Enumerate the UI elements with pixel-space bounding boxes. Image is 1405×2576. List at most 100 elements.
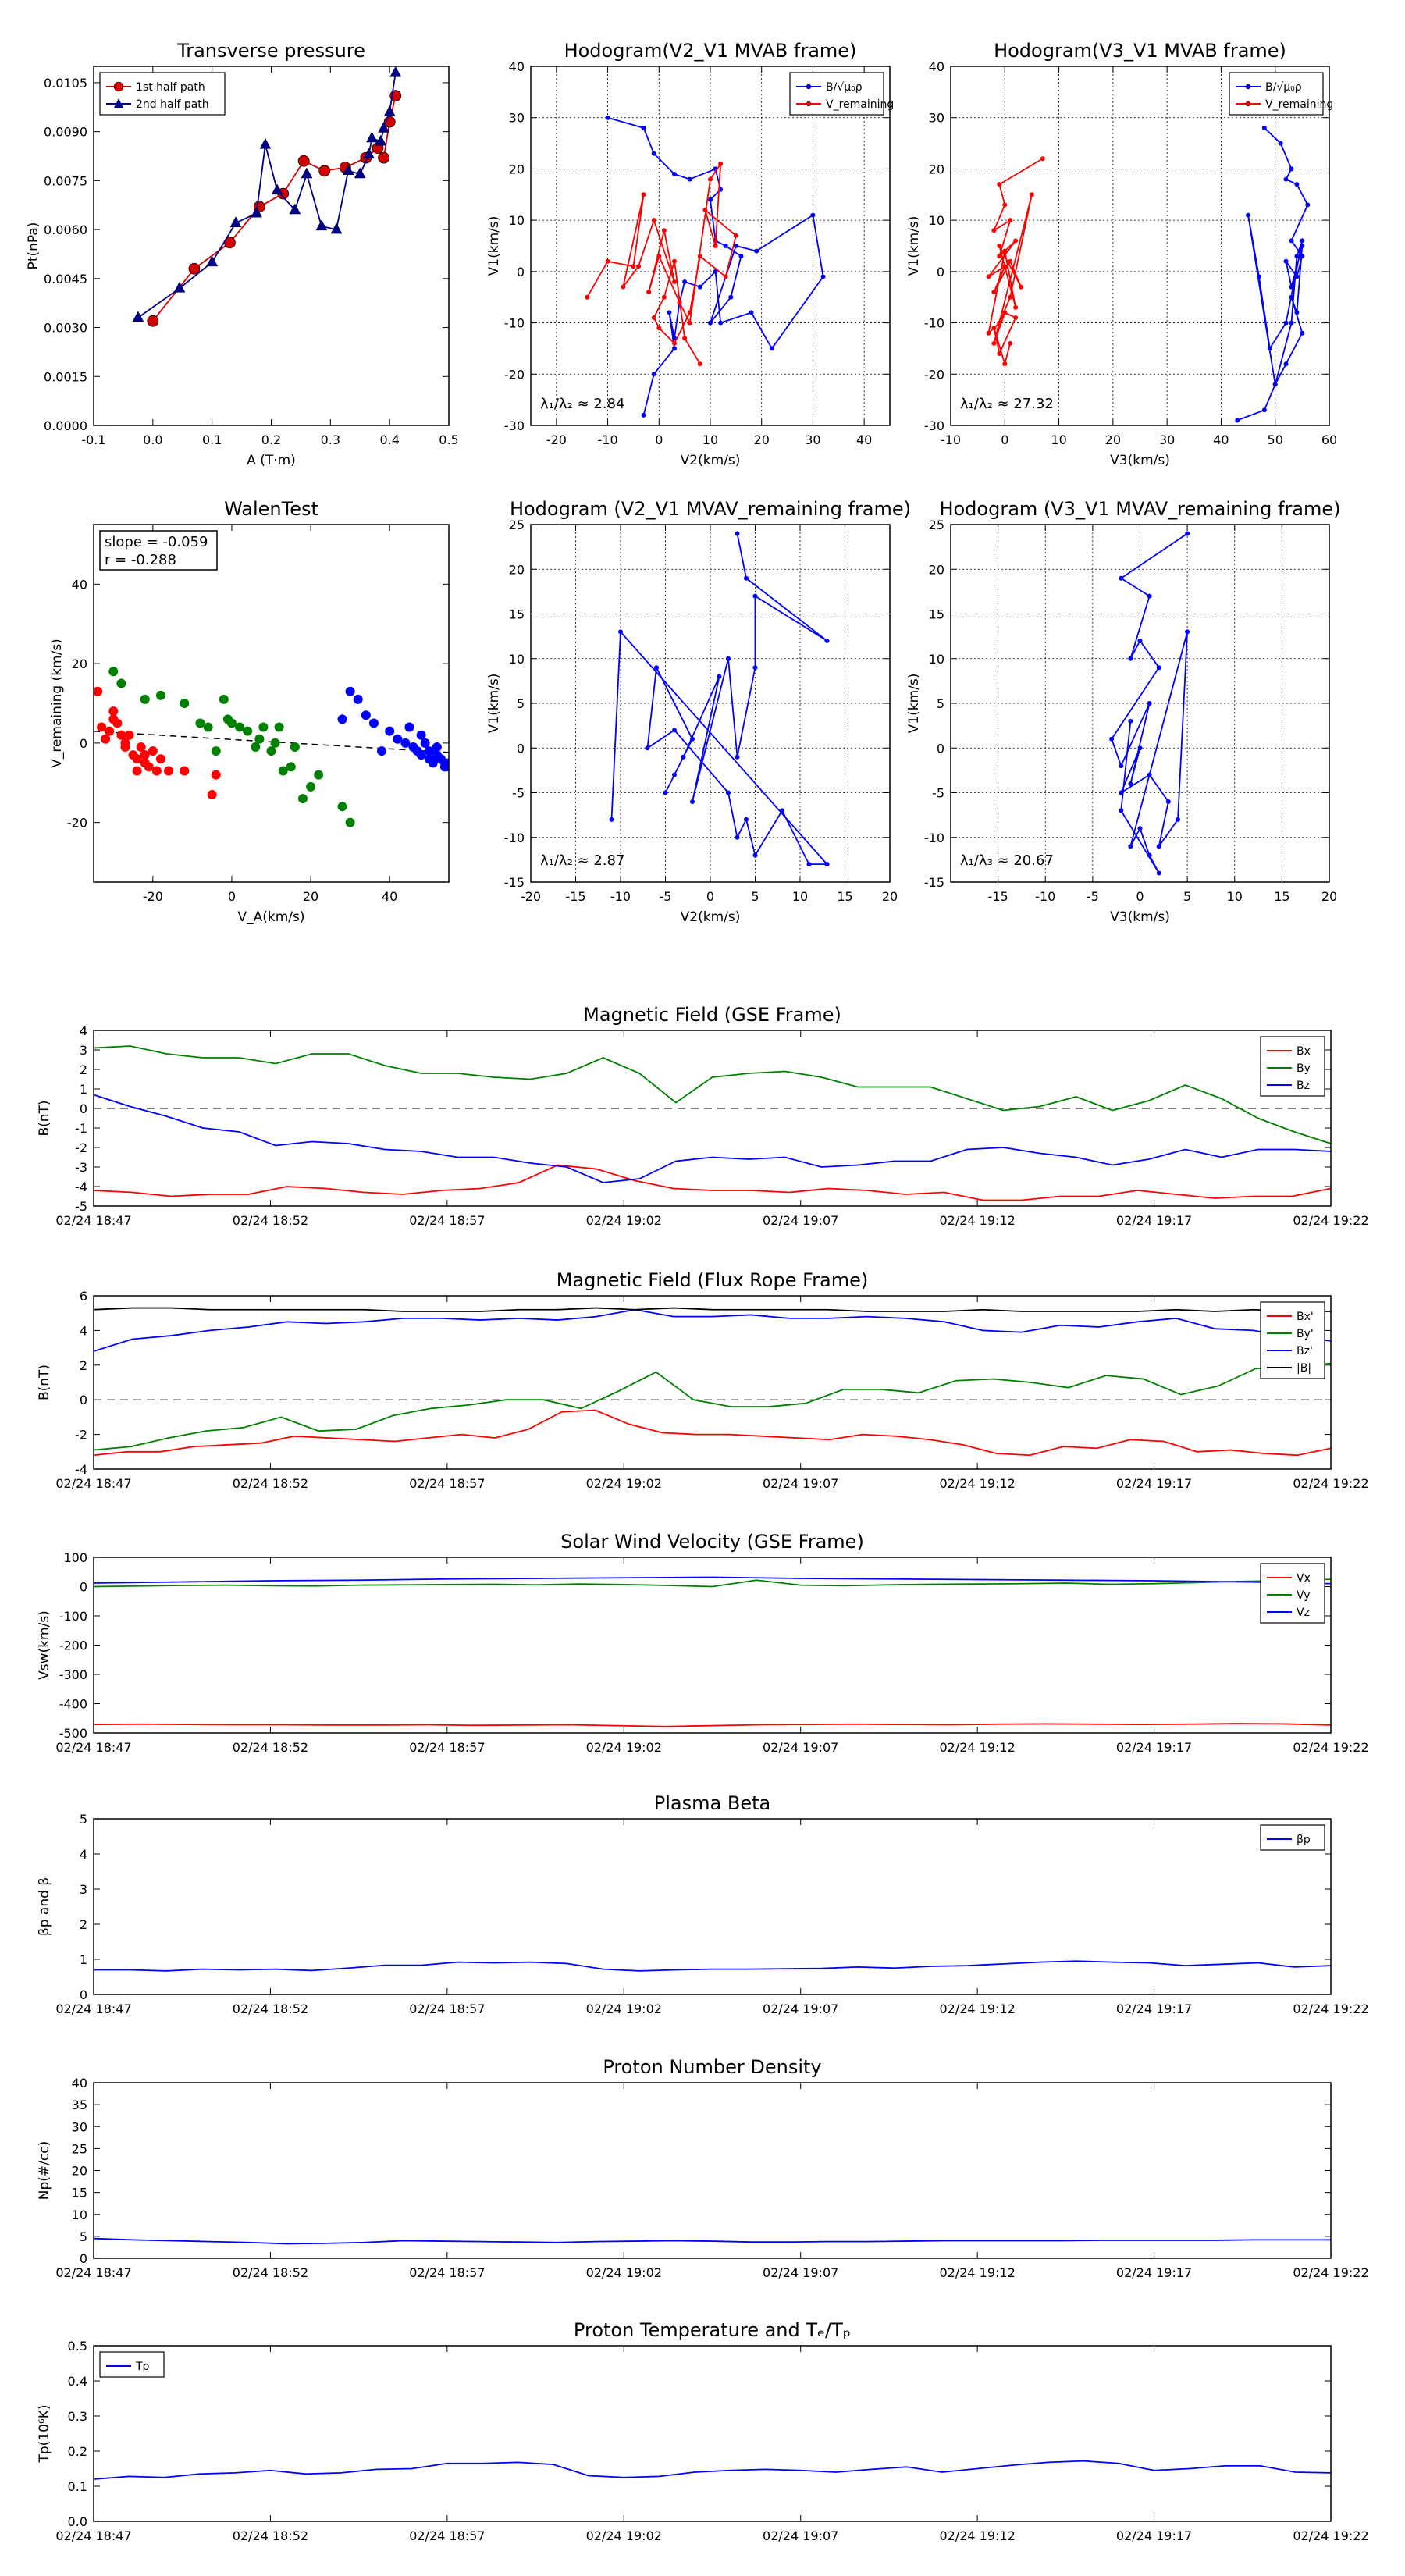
- data-point: [251, 206, 262, 218]
- y-tick-label: 10: [72, 2208, 87, 2222]
- data-point: [997, 254, 1002, 259]
- slope-label: slope = -0.059: [105, 534, 208, 550]
- data-point: [219, 694, 229, 704]
- data-point: [690, 799, 695, 804]
- data-point: [986, 330, 991, 336]
- chart-title: Plasma Beta: [654, 1792, 770, 1814]
- x-tick-label: 02/24 19:02: [586, 2265, 662, 2280]
- series-b: [94, 1307, 1331, 1312]
- y-axis-label: V1(km/s): [486, 216, 502, 276]
- data-point: [108, 667, 119, 677]
- series-line: [1236, 127, 1309, 422]
- x-tick-label: -20: [546, 432, 567, 447]
- axes-frame: [93, 2345, 1332, 2522]
- chart-walen: -20 0 20 40 -20 0 20 40 WalenTest V_A(km/s) V_rema…: [49, 498, 450, 925]
- y-tick-label: 10: [929, 213, 944, 228]
- plot-area: [585, 115, 826, 418]
- data-point: [697, 361, 702, 367]
- data-point: [342, 164, 354, 176]
- data-point: [697, 254, 702, 259]
- axes-frame: [950, 66, 1330, 426]
- series-green: [108, 667, 355, 827]
- legend: Bx By Bz: [1260, 1036, 1325, 1097]
- data-point: [1147, 772, 1152, 777]
- y-tick-label: 0.4: [68, 2374, 87, 2389]
- plot-area: [94, 2460, 1331, 2480]
- data-point: [1119, 763, 1124, 769]
- plot-area: [1109, 531, 1190, 876]
- data-point: [444, 762, 449, 772]
- legend-label: B/√μ₀ρ: [826, 81, 863, 94]
- legend: βp: [1260, 1824, 1325, 1851]
- data-point: [112, 718, 123, 728]
- plot-area: [94, 1576, 1331, 1727]
- data-point: [345, 686, 355, 696]
- data-point: [365, 131, 378, 143]
- data-point: [124, 730, 134, 740]
- data-point: [1289, 238, 1294, 244]
- data-point: [274, 722, 284, 732]
- series-line: [94, 1409, 1331, 1457]
- legend-box: [1260, 1301, 1325, 1379]
- x-tick-label: 20: [754, 432, 770, 447]
- legend-marker: [1245, 84, 1251, 90]
- y-tick-label: -10: [924, 831, 944, 845]
- y-tick-label: 0.0060: [44, 222, 87, 237]
- series-line: [610, 533, 829, 865]
- data-point: [1147, 593, 1152, 599]
- data-point: [383, 105, 396, 116]
- y-tick-label: 4: [80, 1847, 87, 1862]
- data-point: [1294, 182, 1300, 187]
- y-tick-label: -200: [59, 1638, 87, 1653]
- data-point: [682, 336, 688, 341]
- legend-label: Tp: [135, 2361, 150, 2373]
- data-point: [1289, 166, 1294, 172]
- legend-label: Vx: [1297, 1572, 1311, 1585]
- data-point: [1267, 346, 1272, 351]
- y-tick-label: 5: [80, 1812, 87, 1827]
- y-tick-label: -5: [512, 786, 525, 801]
- data-point: [754, 248, 759, 254]
- y-tick-label: 40: [929, 59, 944, 74]
- y-tick-label: -20: [504, 367, 525, 382]
- x-tick-label: 02/24 19:07: [763, 2528, 838, 2543]
- series-bz: [94, 1094, 1331, 1183]
- y-tick-label: 20: [929, 162, 944, 176]
- y-axis-label: Vsw(km/s): [37, 1610, 52, 1680]
- x-tick-label: 40: [856, 432, 872, 447]
- data-point: [378, 151, 389, 164]
- x-tick-label: 02/24 19:12: [939, 2265, 1015, 2280]
- chart-pt: -0.1 0.0 0.1 0.2 0.3 0.4 0.5 0.0000 0.0015 0.0030…: [26, 40, 459, 468]
- x-tick-label: -10: [941, 432, 961, 447]
- legend-box: [99, 2351, 165, 2378]
- data-point: [243, 726, 253, 736]
- data-point: [702, 208, 708, 212]
- data-point: [1165, 799, 1171, 804]
- data-point: [1289, 294, 1294, 300]
- data-point: [713, 244, 718, 248]
- data-point: [738, 254, 744, 259]
- chart-vsw: 02/24 18:47 02/24 18:52 02/24 18:57 02/24 1…: [37, 1531, 1369, 1755]
- legend: Vx Vy Vz: [1260, 1563, 1325, 1624]
- y-tick-label: -400: [59, 1697, 87, 1712]
- data-point: [986, 274, 991, 279]
- x-tick-label: 02/24 19:12: [939, 1740, 1015, 1755]
- series-line: [94, 1362, 1331, 1451]
- data-point: [718, 320, 724, 326]
- series-bx: [94, 1164, 1331, 1201]
- x-tick-label: 0: [1001, 432, 1008, 447]
- x-tick-label: 02/24 18:52: [233, 1213, 308, 1228]
- x-axis-label: V3(km/s): [1110, 453, 1170, 468]
- series-line: [94, 1578, 1331, 1588]
- data-point: [393, 734, 403, 744]
- data-point: [672, 346, 677, 351]
- x-tick-label: 02/24 19:22: [1293, 2001, 1368, 2016]
- y-tick-label: 35: [72, 2097, 87, 2112]
- y-tick-label: 5: [937, 696, 944, 711]
- data-point: [631, 264, 636, 269]
- data-point: [1002, 248, 1008, 254]
- series-line: [586, 161, 737, 365]
- eigen-ratio-annotation: λ₁/λ₂ ≈ 2.84: [540, 396, 624, 412]
- y-tick-label: 0: [80, 1101, 87, 1116]
